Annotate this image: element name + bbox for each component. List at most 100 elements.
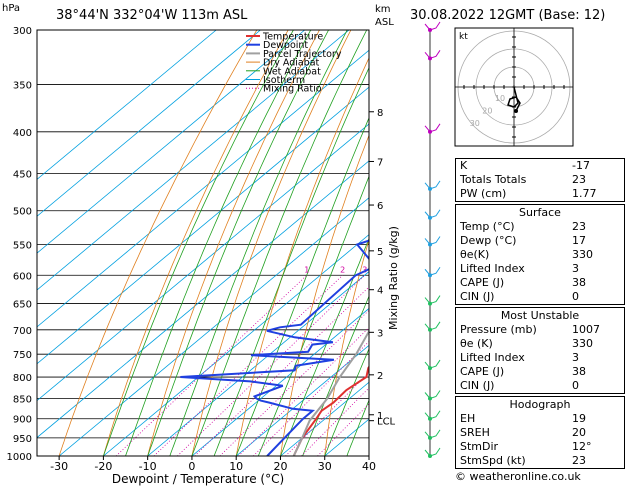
x-axis-label: Dewpoint / Temperature (°C): [112, 472, 284, 486]
dry-adiabat: [191, 30, 352, 456]
datetime-title: 30.08.2022 12GMT (Base: 12): [410, 8, 606, 23]
index-value: 330: [572, 337, 593, 350]
mixing-ratio-label: 8: [420, 265, 425, 274]
index-value: 330: [572, 248, 593, 261]
km-tick-label: 7: [377, 157, 383, 168]
legend-label: Isotherm: [263, 75, 305, 86]
pressure-tick-label: 400: [13, 128, 32, 139]
pressure-tick-label: 300: [13, 26, 32, 37]
legend-label: Mixing Ratio: [263, 84, 322, 95]
index-row: SREH 20: [456, 426, 626, 440]
index-value: 3: [572, 262, 579, 275]
legend-label: Wet Adiabat: [263, 66, 321, 77]
x-tick-label: 30: [318, 460, 332, 473]
credit-text: © weatheronline.co.uk: [455, 470, 581, 483]
axes: 3003504004505005506006507007508008509009…: [7, 26, 396, 473]
index-row: θe(K) 330: [456, 248, 626, 262]
location-title: 38°44'N 332°04'W 113m ASL: [56, 8, 248, 23]
index-row: Temp (°C) 23: [456, 220, 626, 234]
pressure-tick-label: 850: [13, 394, 32, 405]
isotherm-10: [235, 344, 369, 456]
dry-adiabat: [280, 134, 369, 456]
index-label: θe(K): [460, 248, 490, 261]
index-value: 20: [572, 426, 586, 439]
x-tick-label: -20: [94, 460, 112, 473]
wind-barb: [424, 209, 441, 219]
hodograph-end-dot: [514, 109, 518, 113]
x-tick-label: 0: [188, 460, 195, 473]
pressure-tick-label: 450: [13, 169, 32, 180]
pressure-tick-label: 900: [13, 415, 32, 426]
mixing-ratio-label: 6: [402, 265, 407, 274]
isotherm-m90: [37, 30, 305, 254]
pressure-tick-label: 600: [13, 271, 32, 282]
isotherm-m30: [58, 197, 369, 456]
indices-top-table: K -17 Totals Totals 23 PW (cm) 1.77: [456, 159, 626, 201]
hodograph-ring-label: 10: [495, 94, 505, 103]
index-value: -17: [572, 159, 590, 172]
mixing-ratio-label: 1: [304, 265, 309, 274]
index-label: Temp (°C): [460, 220, 515, 233]
index-value: 38: [572, 276, 586, 289]
index-row: CIN (J) 0: [456, 290, 626, 304]
isotherm-m80: [37, 30, 350, 291]
indices-panel: K -17 Totals Totals 23 PW (cm) 1.77 Surface T…: [455, 156, 625, 469]
pressure-tick-label: 950: [13, 434, 32, 445]
index-value: 3: [572, 351, 579, 364]
wind-barb: [424, 123, 441, 133]
index-value: 23: [572, 220, 586, 233]
index-row: Pressure (mb) 1007: [456, 323, 626, 337]
index-value: 1007: [572, 323, 600, 336]
x-tick-label: 20: [273, 460, 287, 473]
index-label: CIN (J): [460, 290, 495, 303]
hodograph-ring-label: 30: [470, 119, 480, 128]
index-label: θe (K): [460, 337, 493, 350]
index-row: CAPE (J) 38: [456, 365, 626, 379]
background-lines: 1 2 3 4 6 8 10 16 20 25: [37, 30, 425, 456]
hodograph-table: EH 19 SREH 20 StmDir 12° StmSpd (kt) 23: [456, 412, 626, 468]
pressure-tick-label: 800: [13, 373, 32, 384]
series-temperature: [292, 365, 369, 456]
hodograph-kt-label: kt: [459, 32, 468, 42]
x-tick-label: 10: [229, 460, 243, 473]
index-label: Lifted Index: [460, 262, 525, 275]
index-label: CAPE (J): [460, 365, 505, 378]
wind-barb: [424, 321, 441, 331]
index-label: K: [460, 159, 468, 172]
wind-barb: [424, 50, 441, 59]
km-tick-label: 4: [377, 286, 383, 297]
index-label: CIN (J): [460, 379, 495, 392]
index-value: 0: [572, 290, 579, 303]
index-label: SREH: [460, 426, 490, 439]
index-label: StmDir: [460, 440, 499, 453]
indices-top-box: K -17 Totals Totals 23 PW (cm) 1.77: [455, 158, 625, 202]
mixing-ratio-line: [285, 371, 369, 456]
mixing-ratio-line: [115, 275, 308, 456]
wet-adiabat: [235, 116, 369, 456]
isotherm-m50: [37, 123, 369, 402]
index-row: StmDir 12°: [456, 440, 626, 454]
most-unstable-title: Most Unstable: [500, 309, 580, 322]
hodograph-trace: [507, 86, 521, 112]
km-tick-label: 3: [377, 328, 383, 339]
pressure-tick-label: 650: [13, 300, 32, 311]
wet-adiabat: [324, 347, 369, 456]
index-row: Dewp (°C) 17: [456, 234, 626, 248]
mixing-ratio-label: 2: [340, 265, 345, 274]
wind-barb: [424, 447, 441, 457]
km-tick-label: LCL: [377, 417, 396, 428]
mixing-ratio-axis-label: Mixing Ratio (g/kg): [387, 226, 400, 330]
hpa-unit-label: hPa: [2, 3, 21, 14]
isotherm-m40: [37, 160, 369, 439]
wind-barb: [424, 429, 441, 439]
mixing-ratio-line: [177, 275, 366, 456]
index-label: CAPE (J): [460, 276, 505, 289]
index-row: PW (cm) 1.77: [456, 187, 626, 201]
isotherm-m70: [37, 49, 369, 328]
legend-label: Parcel Trajectory: [263, 49, 342, 60]
index-row: Lifted Index 3: [456, 351, 626, 365]
wind-barb: [424, 21, 441, 31]
series-dewpoint: [180, 239, 369, 456]
